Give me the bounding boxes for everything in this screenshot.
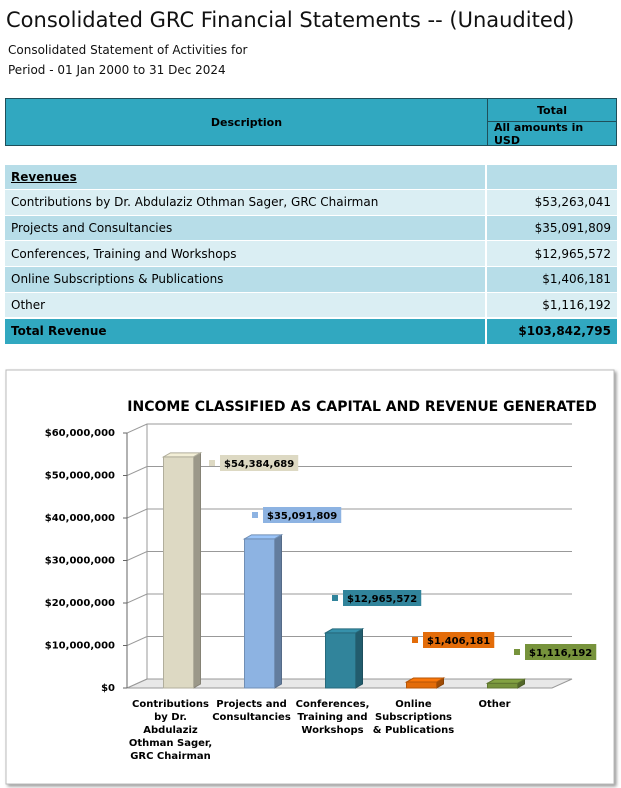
bar-top <box>404 677 446 683</box>
bar-top <box>485 678 527 684</box>
table-cell: Projects and Consultancies <box>5 215 487 242</box>
header-cell: Description <box>5 98 488 146</box>
x-tick-label: Online Subscriptions & Publications <box>372 699 455 736</box>
label-marker <box>252 512 258 518</box>
x-tick-label: Contributions by Dr. Abdulaziz Othman Sa… <box>128 699 213 762</box>
value-label-box <box>343 590 422 606</box>
label-marker <box>209 460 215 466</box>
value-label: $54,384,689 <box>224 459 294 470</box>
y-tick-label: $50,000,000 <box>45 471 115 482</box>
y-tick-label: $10,000,000 <box>45 641 115 652</box>
chart-title: INCOME CLASSIFIED AS CAPITAL AND REVENUE… <box>127 399 596 415</box>
x-tick-label: Conferences, Training and Workshops <box>295 699 370 736</box>
label-marker <box>332 595 338 601</box>
table-cell: $35,091,809 <box>487 215 617 242</box>
subtitle: Consolidated Statement of Activities for <box>8 43 248 57</box>
bar <box>163 456 194 689</box>
grid-line <box>126 466 572 476</box>
x-tick-label: Other <box>478 699 511 710</box>
y-tick-label: $30,000,000 <box>45 556 115 567</box>
bar <box>244 538 275 689</box>
value-label: $1,116,192 <box>529 648 592 659</box>
table-cell: Contributions by Dr. Abdulaziz Othman Sa… <box>5 190 487 216</box>
table-cell: $12,965,572 <box>487 241 617 268</box>
value-label-box <box>263 507 342 523</box>
bar <box>325 632 356 689</box>
grid-line <box>126 551 572 561</box>
y-tick-label: $0 <box>101 683 115 694</box>
x-tick-label: Projects and Consultancies <box>212 699 291 723</box>
bar-top <box>242 534 284 540</box>
table-cell: Conferences, Training and Workshops <box>5 241 487 268</box>
bar-side <box>274 533 282 689</box>
table-cell: $1,406,181 <box>487 267 617 293</box>
value-label: $12,965,572 <box>347 594 417 605</box>
subtitle: Period - 01 Jan 2000 to 31 Dec 2024 <box>8 63 226 77</box>
value-label-box <box>525 644 597 660</box>
value-label-box <box>220 455 299 471</box>
chart: INCOME CLASSIFIED AS CAPITAL AND REVENUE… <box>5 369 615 785</box>
table-cell: Other <box>5 292 487 319</box>
title: Consolidated GRC Financial Statements --… <box>6 8 575 32</box>
grid-line <box>126 593 572 604</box>
header-cell: Total <box>487 98 617 122</box>
y-tick-label: $20,000,000 <box>45 598 115 609</box>
table-cell: $53,263,041 <box>487 190 617 216</box>
bar-top <box>323 628 365 634</box>
grid-line <box>126 508 572 519</box>
bar-side <box>193 452 201 689</box>
table-cell: $103,842,795 <box>487 318 617 345</box>
bar <box>406 681 437 689</box>
chart-frame <box>5 369 615 785</box>
table-cell: Online Subscriptions & Publications <box>5 267 487 293</box>
table-cell <box>487 165 617 190</box>
value-label: $1,406,181 <box>427 636 490 647</box>
label-marker <box>514 649 520 655</box>
bar-side <box>355 628 363 689</box>
table-cell: $1,116,192 <box>487 292 617 319</box>
bar-top <box>161 452 203 458</box>
y-tick-label: $40,000,000 <box>45 513 115 524</box>
label-marker <box>412 637 418 643</box>
table-cell: Total Revenue <box>5 318 487 345</box>
table-cell: Revenues <box>5 165 487 190</box>
value-label: $35,091,809 <box>267 511 337 522</box>
header-cell: All amounts in USD <box>487 121 617 147</box>
value-label-box <box>423 632 495 648</box>
bar <box>487 682 518 689</box>
y-tick-label: $60,000,000 <box>45 428 115 439</box>
grid-line <box>126 423 572 434</box>
